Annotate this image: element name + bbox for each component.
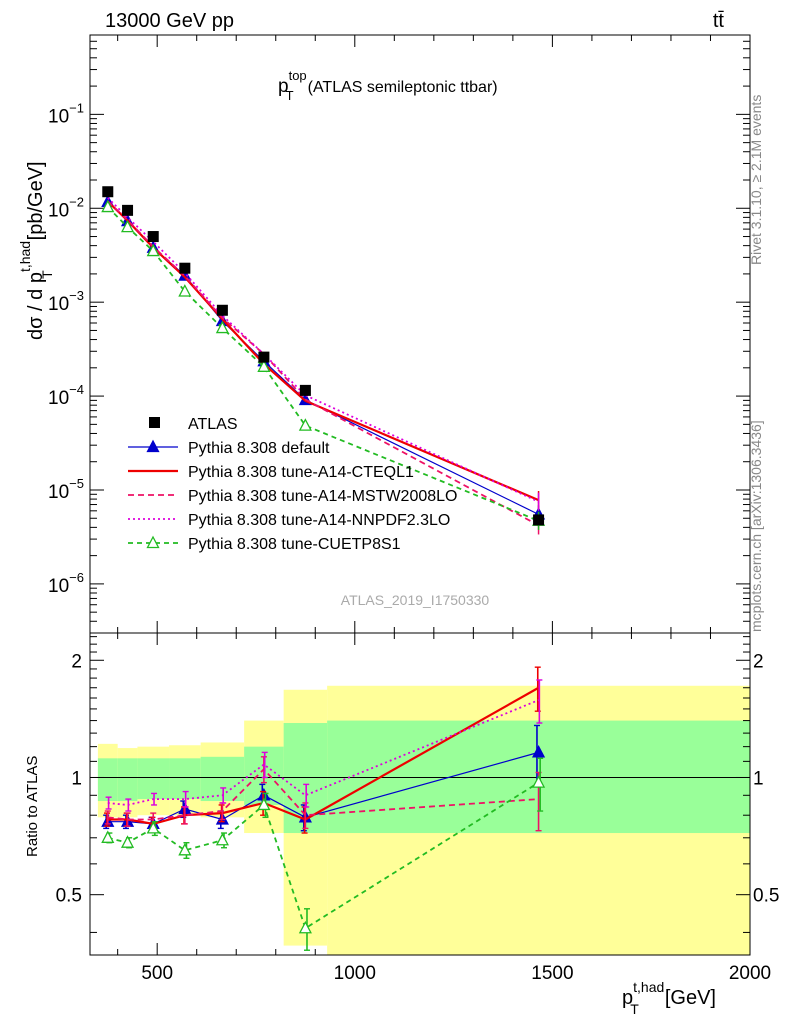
legend-label: Pythia 8.308 tune-CUETP8S1 — [188, 536, 401, 553]
legend-label-data: ATLAS — [188, 416, 238, 433]
band-green — [117, 758, 138, 802]
series-point-ratio — [531, 775, 546, 788]
series-point-main — [215, 320, 229, 334]
main-ylabel-unit: [pb/GeV] — [25, 161, 47, 240]
ratio-y-tick-label-right: 1 — [753, 768, 764, 789]
series-point-ratio — [101, 830, 115, 843]
y-tick-label: 10−4 — [48, 382, 84, 409]
legend-label: Pythia 8.308 tune-A14-CTEQL1 — [188, 464, 414, 481]
series-point-ratio — [298, 920, 312, 934]
y-tick-label: 10−3 — [48, 288, 84, 315]
series-line-main — [107, 200, 539, 527]
series-point-ratio — [531, 744, 546, 758]
series-point-main — [178, 284, 192, 297]
series-point-ratio — [120, 835, 135, 848]
y-tick-label: 10−6 — [48, 570, 84, 597]
plot-title-sub: T — [286, 88, 294, 103]
legend-marker-data — [149, 417, 160, 428]
legend-label: Pythia 8.308 tune-A14-MSTW2008LO — [188, 488, 457, 505]
plot-title-main: p — [278, 76, 289, 97]
ratio-y-tick-label: 1 — [71, 768, 82, 789]
main-ylabel-sup: t,had — [17, 241, 33, 272]
series-point-ratio — [215, 832, 229, 846]
series-point-main — [257, 359, 271, 372]
band-green — [137, 758, 170, 800]
x-tick-label: 1500 — [531, 963, 573, 984]
data-point — [147, 231, 159, 243]
data-point — [299, 384, 311, 396]
ratio-ylabel: Ratio to ATLAS — [24, 756, 41, 857]
legend-marker — [146, 535, 160, 549]
ratio-y-tick-label: 0.5 — [56, 886, 82, 907]
data-point — [102, 186, 114, 198]
data-point — [533, 514, 545, 526]
process-label: tt̄ — [713, 10, 725, 32]
x-tick-label: 1000 — [334, 963, 376, 984]
series-point-ratio — [178, 842, 192, 856]
x-tick-label: 500 — [141, 963, 173, 984]
legend-label: Pythia 8.308 default — [188, 440, 330, 457]
y-tick-label: 10−5 — [48, 476, 84, 503]
band-green — [97, 758, 118, 802]
series-line-main — [107, 206, 539, 522]
legend: ATLAS Pythia 8.308 default Pythia 8.308 tu… — [128, 416, 457, 553]
xlabel-main: p — [622, 987, 633, 1009]
main-panel: 10−1 10−2 10−3 10−4 10−5 10−6 — [48, 34, 751, 955]
xlabel-sub: T — [630, 1001, 639, 1017]
plot-title: ptop T (ATLAS semileptonic ttbar) — [278, 68, 498, 103]
series-point-main — [120, 219, 135, 233]
y-tick-label: 10−2 — [48, 194, 84, 221]
ratio-y-tick-label: 2 — [71, 651, 82, 672]
plot-title-rest: (ATLAS semileptonic ttbar) — [308, 79, 498, 96]
series-line-ratio — [107, 781, 540, 930]
ratio-y-tick-label-right: 2 — [753, 651, 764, 672]
y-tick-label: 10−1 — [48, 100, 84, 127]
series-point-ratio — [257, 797, 271, 811]
data-point — [258, 351, 270, 363]
series-point-main — [146, 243, 160, 257]
ratio-y-tick-label-right: 0.5 — [753, 886, 779, 907]
analysis-id: ATLAS_2019_I1750330 — [341, 592, 490, 608]
ratio-frame — [89, 632, 751, 956]
legend-label: Pythia 8.308 tune-A14-NNPDF2.3LO — [188, 512, 450, 529]
data-point — [179, 262, 191, 274]
data-point — [122, 204, 134, 216]
main-ylabel: dσ / d pt,had T [pb/GeV] — [17, 161, 55, 340]
rivet-label: Rivet 3.1.10, ≥ 2.1M events — [748, 95, 764, 265]
plot-title-sup: top — [289, 68, 307, 83]
series-point-main — [101, 199, 115, 213]
main-ylabel-sub: T — [39, 270, 55, 279]
series-point-ratio — [146, 820, 160, 834]
x-tick-label: 2000 — [729, 963, 771, 984]
main-ylabel-text: dσ / d p — [25, 272, 47, 340]
xlabel: pt,had T [GeV] — [622, 979, 716, 1017]
series-line-ratio — [107, 767, 539, 821]
series-point-main — [298, 418, 312, 431]
xlabel-sup: t,had — [633, 979, 664, 995]
series-line-ratio — [107, 699, 539, 806]
beam-label: 13000 GeV pp — [105, 10, 234, 32]
ratio-panel: 500 1000 1500 2000 2 2 1 1 0.5 0.5 — [56, 632, 779, 984]
xlabel-unit: [GeV] — [665, 987, 716, 1009]
data-point — [216, 304, 228, 316]
mcplots-label: mcplots.cern.ch [arXiv:1306.3436] — [748, 420, 764, 632]
legend-marker — [146, 439, 160, 453]
series-line-main — [107, 197, 539, 503]
